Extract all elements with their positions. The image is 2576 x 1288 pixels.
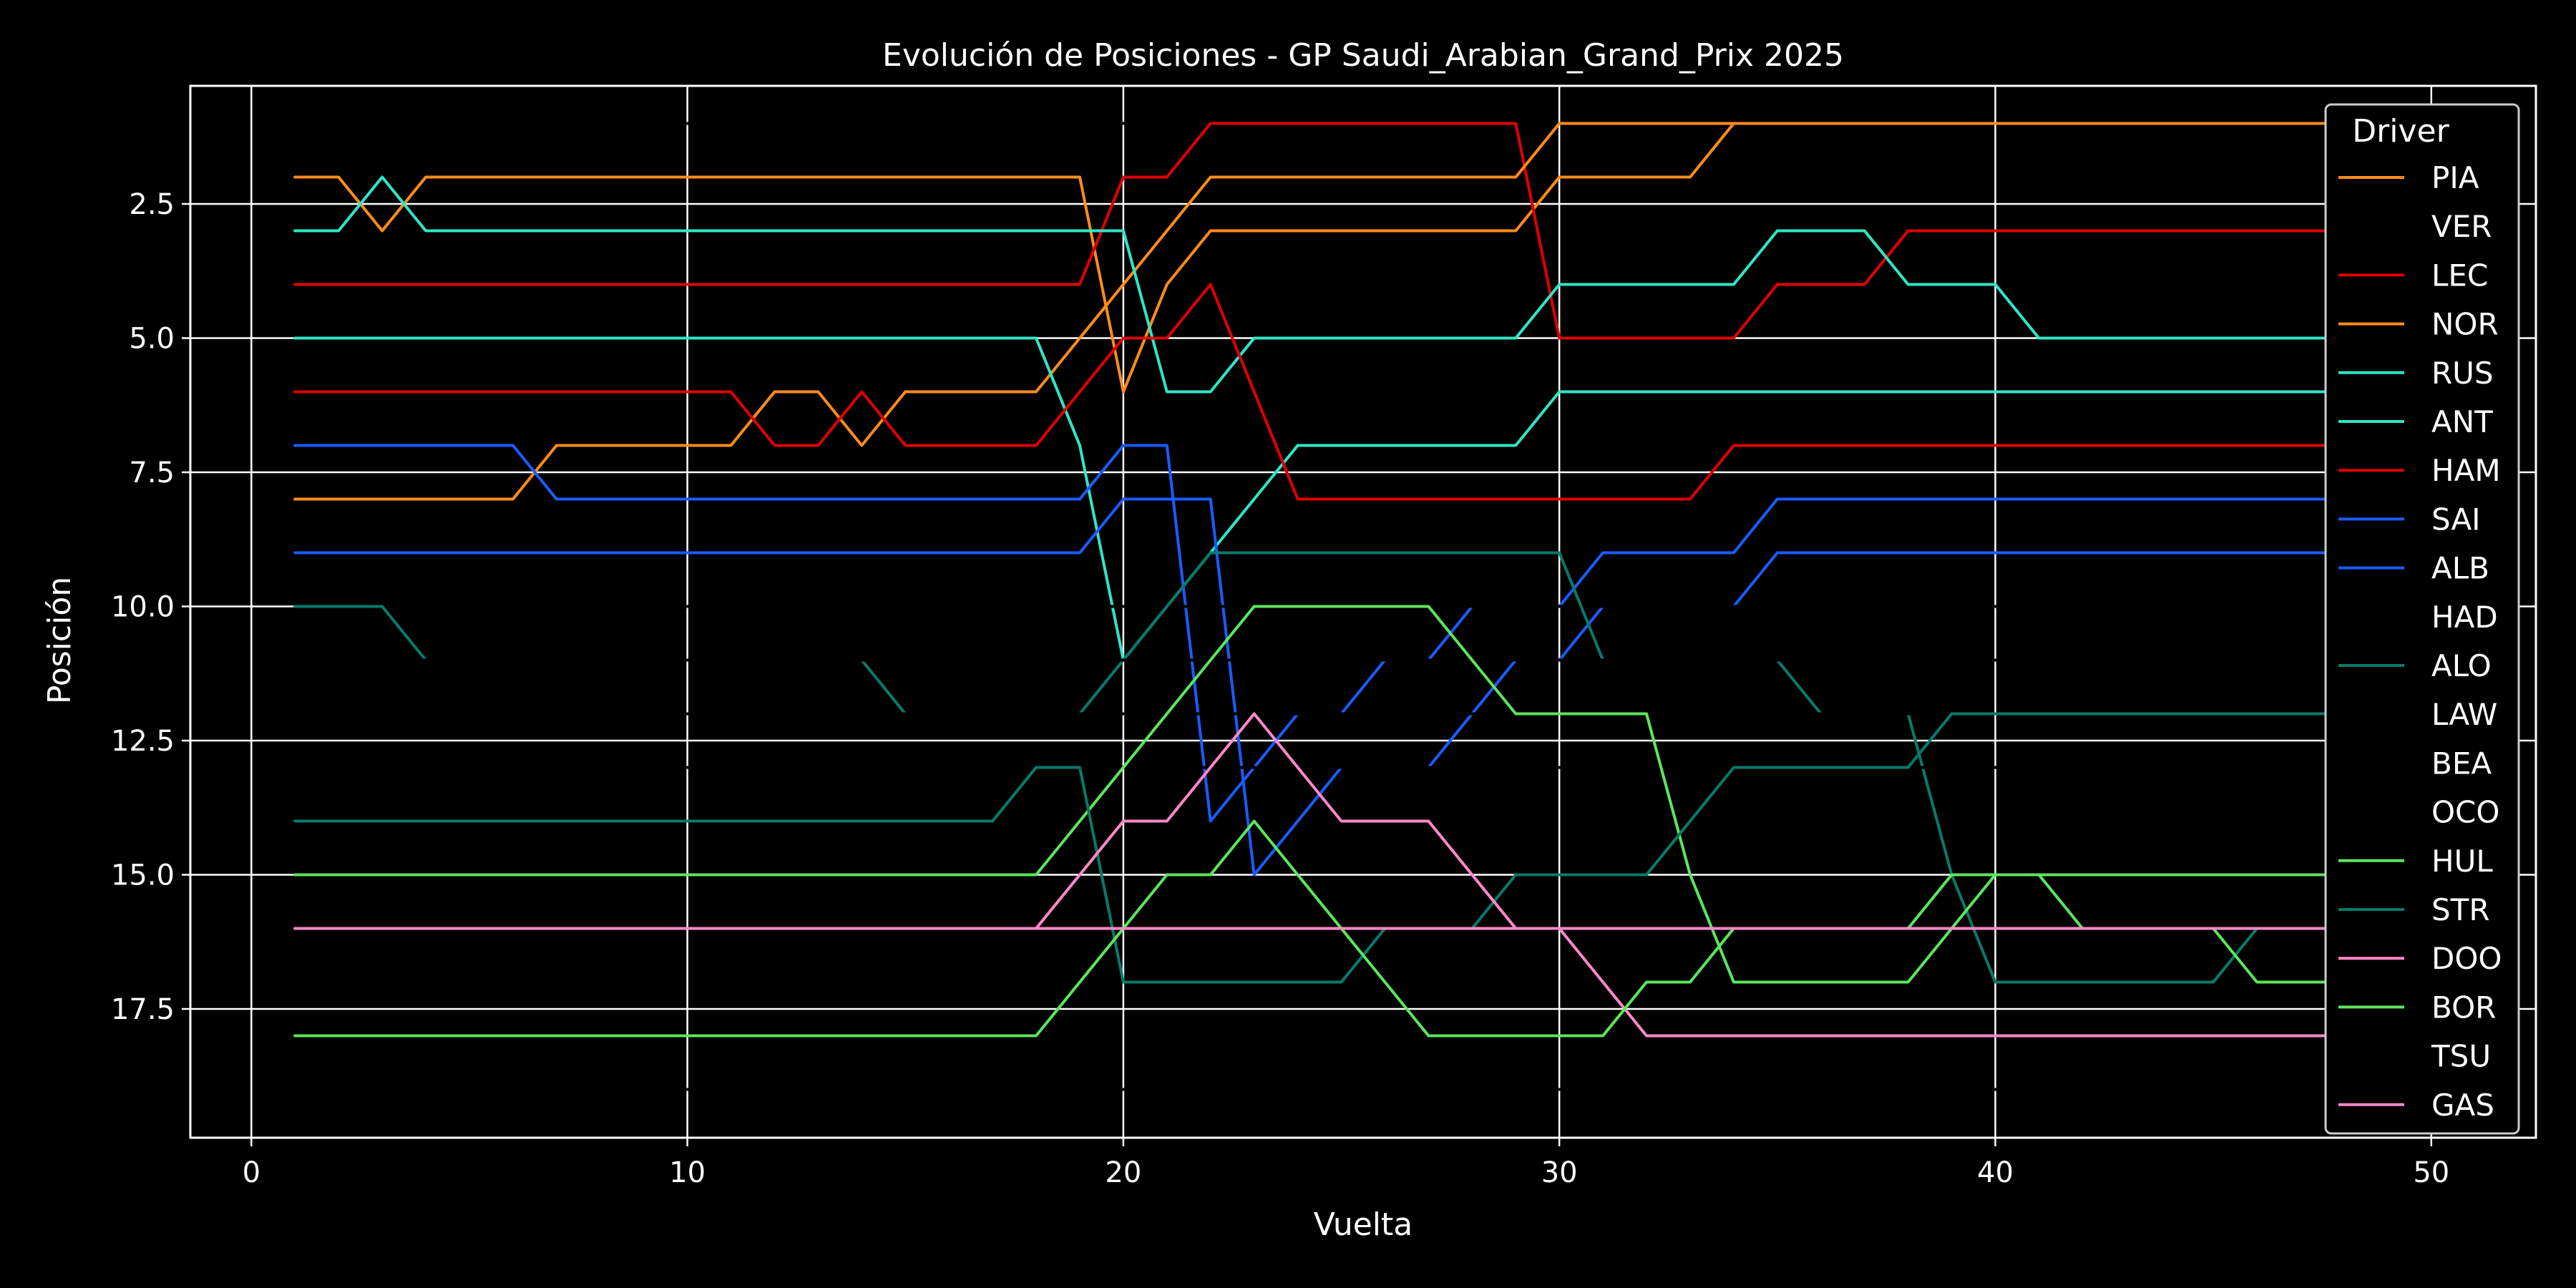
x-tick-label: 40 xyxy=(1977,1156,2014,1189)
legend-label-had: HAD xyxy=(2431,600,2498,635)
legend-label-oco: OCO xyxy=(2431,795,2499,830)
series-line-lec xyxy=(293,122,2433,340)
series-line-doo xyxy=(293,712,2389,1038)
legend-label-gas: GAS xyxy=(2431,1088,2494,1123)
axis-ticks: 0 10 20 30 40 50 2.5 5.0 7.5 10.0 12.5 15.0 17.5 xyxy=(111,188,2449,1189)
x-tick-label: 20 xyxy=(1105,1156,1141,1189)
x-tick-label: 10 xyxy=(669,1156,706,1189)
y-tick-label: 10.0 xyxy=(111,591,175,624)
legend-label-law: LAW xyxy=(2431,697,2497,732)
y-tick-label: 2.5 xyxy=(129,188,175,221)
legend-label-bor: BOR xyxy=(2431,990,2496,1025)
x-tick-label: 50 xyxy=(2413,1156,2449,1189)
series-layer xyxy=(293,122,2433,1091)
legend-frame xyxy=(2324,103,2520,1135)
legend-label-tsu: TSU xyxy=(2431,1039,2491,1074)
y-axis-label: Posición xyxy=(42,577,78,704)
series-line-alo xyxy=(293,551,2389,984)
legend-title: Driver xyxy=(2352,113,2449,150)
y-tick-label: 12.5 xyxy=(111,725,175,758)
plot-frame xyxy=(189,84,2537,1139)
legend: Driver PIA VER LEC NOR RUS ANT HAM SAI ALB HAD ALO… xyxy=(2324,103,2520,1135)
legend-label-bea: BEA xyxy=(2431,746,2492,781)
y-tick-label: 17.5 xyxy=(111,993,175,1026)
legend-label-sai: SAI xyxy=(2431,502,2481,537)
legend-label-ham: HAM xyxy=(2431,453,2501,488)
legend-label-str: STR xyxy=(2431,892,2490,927)
legend-label-pia: PIA xyxy=(2431,160,2479,195)
legend-label-hul: HUL xyxy=(2431,844,2493,879)
legend-label-ver: VER xyxy=(2431,209,2492,244)
y-tick-label: 7.5 xyxy=(129,457,175,489)
x-tick-label: 0 xyxy=(243,1156,260,1189)
legend-label-nor: NOR xyxy=(2431,307,2499,342)
legend-label-doo: DOO xyxy=(2431,941,2502,976)
x-axis-label: Vuelta xyxy=(1314,1206,1413,1243)
series-line-ham xyxy=(293,283,2433,501)
legend-items: PIA VER LEC NOR RUS ANT HAM SAI ALB HAD ALO LAW BEA O… xyxy=(2338,160,2502,1123)
x-tick-label: 30 xyxy=(1541,1156,1578,1189)
legend-label-alb: ALB xyxy=(2431,551,2489,586)
legend-label-ant: ANT xyxy=(2431,404,2493,439)
legend-label-rus: RUS xyxy=(2431,356,2494,391)
y-tick-label: 5.0 xyxy=(129,323,175,356)
chart-title: Evolución de Posiciones - GP Saudi_Arabi… xyxy=(882,37,1844,74)
series-line-nor xyxy=(293,122,2433,501)
y-tick-label: 15.0 xyxy=(111,859,175,892)
series-line-rus xyxy=(293,175,2433,394)
legend-label-lec: LEC xyxy=(2431,258,2488,293)
legend-label-alo: ALO xyxy=(2431,648,2492,683)
series-line-pia xyxy=(293,122,2433,394)
